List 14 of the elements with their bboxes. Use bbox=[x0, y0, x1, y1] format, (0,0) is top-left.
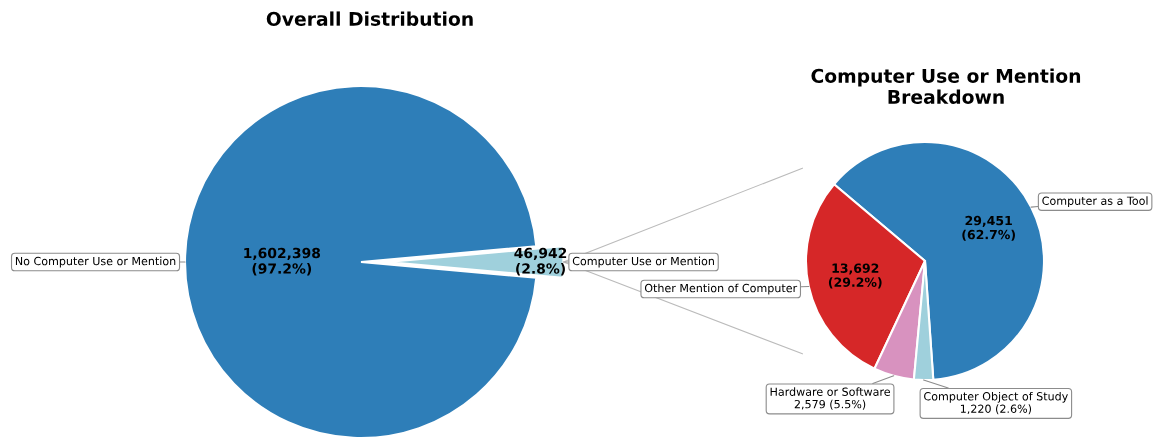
chart-title: Computer Use or Mention Breakdown bbox=[811, 68, 1081, 104]
slice-label: Hardware or Software bbox=[770, 387, 890, 396]
slice-label: Computer Object of Study bbox=[924, 391, 1068, 403]
data-label: 1,602,398 (97.2%) bbox=[244, 247, 321, 276]
slice-label: Computer Use or Mention bbox=[572, 256, 714, 268]
data-label: 29,451 (62.7%) bbox=[962, 215, 1015, 241]
data-label: 1,220 (2.6%) bbox=[960, 404, 1032, 415]
slice-label: No Computer Use or Mention bbox=[15, 256, 176, 268]
slice-label: Other Mention of Computer bbox=[644, 283, 798, 295]
chart-title: Overall Distribution bbox=[266, 11, 473, 26]
data-label: 2,579 (5.5%) bbox=[794, 399, 866, 410]
data-label: 46,942 (2.8%) bbox=[514, 247, 567, 276]
data-label: 13,692 (29.2%) bbox=[828, 263, 882, 289]
slice-label: Computer as a Tool bbox=[1042, 196, 1148, 208]
